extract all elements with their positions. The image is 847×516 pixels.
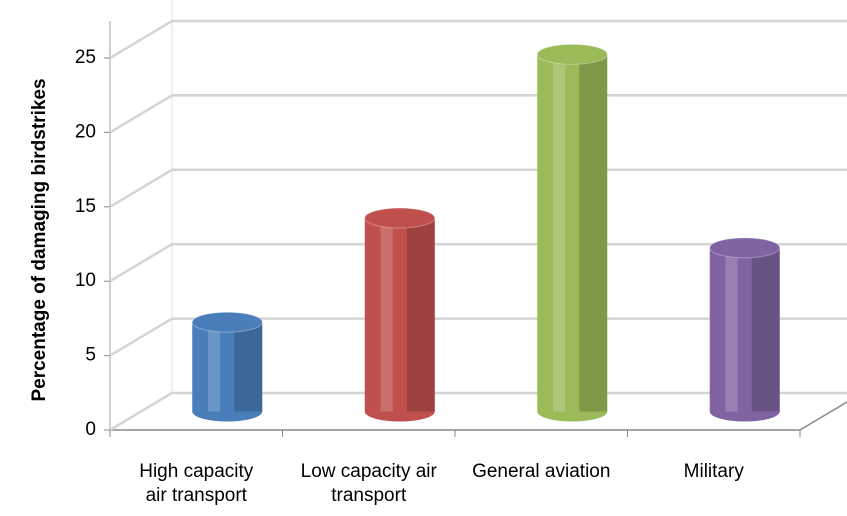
- grid-line: [109, 94, 847, 134]
- y-tick-label: 15: [75, 196, 96, 217]
- cylinder: [364, 207, 436, 422]
- y-tick-label: 0: [85, 419, 96, 440]
- y-axis-label: Percentage of damaging birdstrikes: [29, 78, 50, 401]
- x-tick-label: High capacity air transport: [139, 461, 254, 506]
- grid-line: [109, 19, 847, 60]
- cylinder-body: [364, 218, 435, 422]
- cylinder-body: [709, 247, 780, 422]
- y-tick-label: 5: [85, 345, 96, 366]
- cylinder-shade: [751, 247, 780, 412]
- cylinder-top: [536, 43, 608, 65]
- y-tick-label: 10: [75, 270, 96, 291]
- x-tick-label: General aviation: [472, 461, 611, 482]
- cylinder: [536, 43, 608, 422]
- grid-line: [109, 317, 847, 357]
- y-tick-label: 20: [75, 121, 96, 142]
- cylinder: [191, 311, 263, 422]
- cylinder-body: [192, 322, 263, 422]
- cylinder: [709, 237, 781, 422]
- cylinder-shine: [553, 54, 566, 412]
- grid-line: [109, 242, 847, 283]
- cylinder-shine: [725, 247, 738, 412]
- cylinder-shade: [234, 322, 263, 412]
- grid-line: [109, 391, 847, 432]
- cylinder-top: [364, 207, 436, 229]
- cylinder-body: [537, 54, 608, 422]
- cylinder-top: [191, 311, 263, 333]
- x-tick-label: Low capacity air transport: [300, 461, 437, 506]
- cylinder-shine: [380, 218, 393, 412]
- cylinder-top: [709, 237, 781, 259]
- cylinder-shade: [406, 218, 435, 412]
- grid-line: [109, 168, 847, 208]
- cylinder-shade: [579, 54, 608, 412]
- x-tick-label: Military: [683, 461, 744, 482]
- y-tick-label: 25: [75, 47, 96, 68]
- cylinder-shine: [208, 322, 221, 412]
